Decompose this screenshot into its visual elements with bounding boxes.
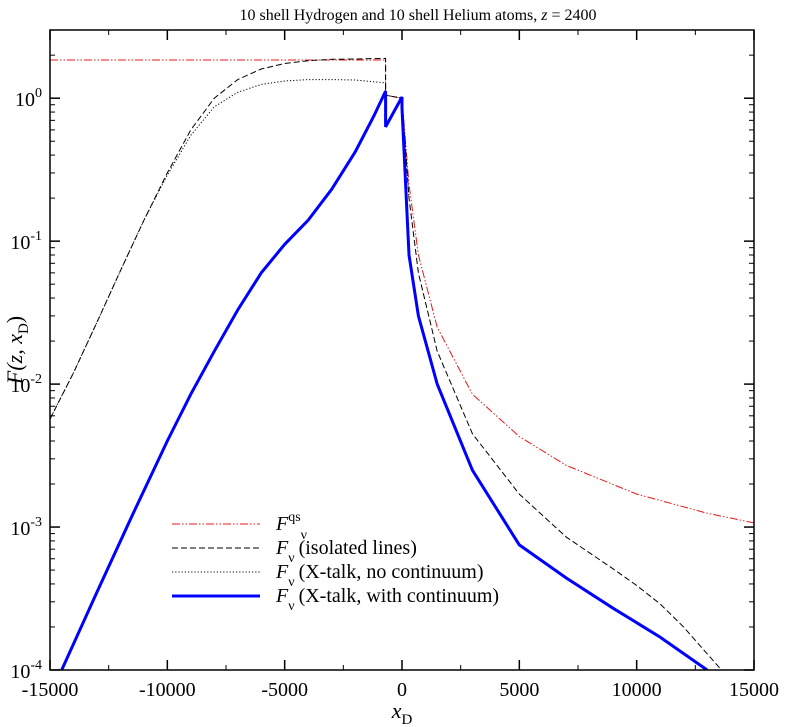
y-axis-label-sub: D — [16, 323, 32, 334]
x-tick-label-2: -5000 — [261, 679, 308, 701]
series-1-line — [50, 59, 754, 524]
y-axis-label-suffix: ) — [2, 316, 27, 323]
y-tick-label-1: 10-1 — [10, 229, 42, 254]
series-4-line — [60, 90, 708, 670]
x-axis-label: xD — [391, 698, 413, 727]
chart-title-text: 10 shell Hydrogen and 10 shell Helium at… — [240, 7, 542, 24]
axis-ticks: -15000 -10000 -5000 0 5000 10000 15000 100 10-1 1… — [10, 30, 779, 701]
y-tick-label-3: 10-3 — [10, 515, 42, 540]
x-axis-label-main: x — [391, 698, 402, 723]
legend-label-3: Fν (X-talk, no continuum) — [275, 561, 484, 590]
series-2-line — [50, 57, 738, 670]
legend-label-1: Fqsν — [275, 510, 307, 543]
chart-title-var: z — [540, 7, 548, 24]
x-tick-label-5: 10000 — [612, 679, 662, 701]
y-axis-label-prefix: F(z, x — [2, 334, 27, 385]
x-axis-label-sub: D — [401, 712, 412, 727]
x-tick-label-1: -10000 — [139, 679, 196, 701]
y-tick-label-4: 10-4 — [10, 658, 42, 683]
chart-title-value: = 2400 — [547, 7, 596, 24]
legend-label-4: Fν (X-talk, with continuum) — [275, 585, 499, 614]
series-layer — [50, 57, 754, 670]
x-tick-label-6: 15000 — [729, 679, 779, 701]
chart-title: 10 shell Hydrogen and 10 shell Helium at… — [240, 7, 597, 24]
x-tick-label-3: 0 — [397, 679, 407, 701]
x-tick-label-0: -15000 — [22, 679, 79, 701]
y-axis-label: F(z, xD) — [2, 316, 32, 385]
y-tick-label-0: 100 — [15, 86, 42, 111]
x-tick-label-4: 5000 — [499, 679, 539, 701]
y-tick-label-2: 10-2 — [10, 372, 42, 397]
series-3-line — [50, 79, 410, 420]
legend-label-2: Fν (isolated lines) — [275, 537, 417, 566]
